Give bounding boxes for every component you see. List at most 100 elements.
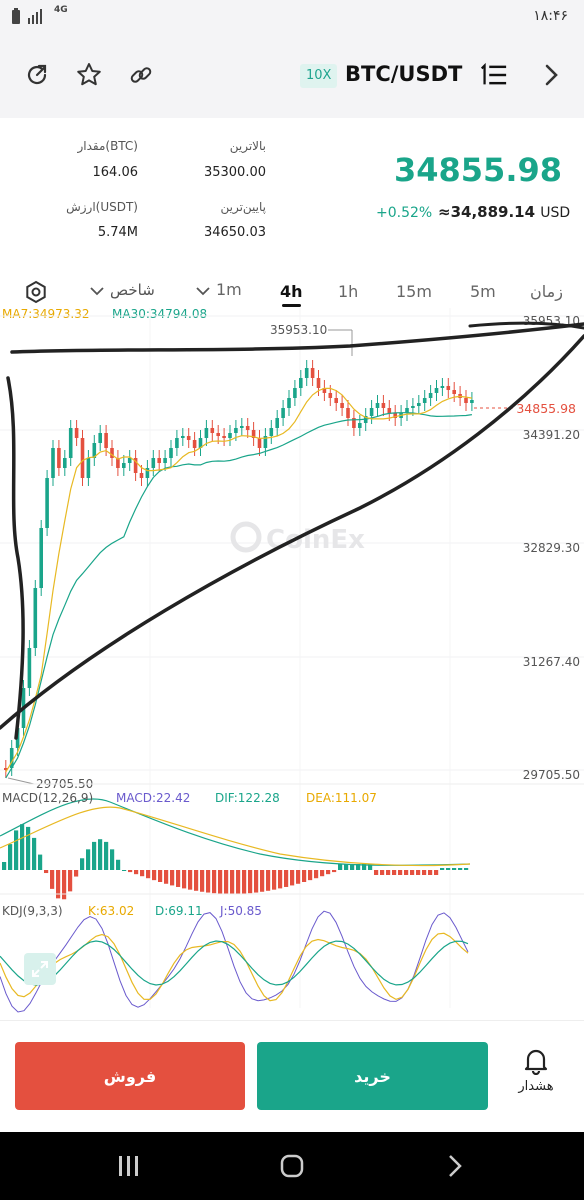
candle xyxy=(310,368,315,378)
dif-value: DIF:122.28 xyxy=(215,791,280,805)
tab-time[interactable]: زمان xyxy=(530,282,563,301)
macd-bar xyxy=(32,837,37,870)
candle xyxy=(228,433,232,438)
buy-button[interactable]: خرید xyxy=(257,1042,488,1110)
axis-price-5: 29705.50 xyxy=(523,768,580,782)
trading-pair-title[interactable]: BTC/USDT xyxy=(345,62,463,86)
clock: ۱۸:۴۶ xyxy=(533,8,568,24)
macd-bar xyxy=(68,870,73,892)
star-icon[interactable] xyxy=(74,60,104,90)
candle xyxy=(163,458,167,463)
tab-5m[interactable]: 5m xyxy=(470,282,496,301)
macd-bar xyxy=(272,870,277,890)
candle xyxy=(86,458,91,478)
indicator-label: شاخص xyxy=(110,281,155,299)
alarm-label: هشدار xyxy=(518,1079,554,1094)
macd-bar xyxy=(248,870,253,894)
macd-bar xyxy=(62,870,67,900)
macd-bar xyxy=(200,870,205,892)
candle xyxy=(299,378,303,388)
back-icon[interactable] xyxy=(446,1154,464,1178)
candle xyxy=(411,406,415,408)
ma7-line xyxy=(5,387,473,773)
candle xyxy=(9,748,14,768)
sell-button[interactable]: فروش xyxy=(15,1042,245,1110)
macd-bar xyxy=(26,826,31,870)
ticker-panel: مقدار(BTC) 164.06 بالاترین 35300.00 ارزش… xyxy=(0,118,584,268)
candle xyxy=(204,428,209,438)
macd-bar xyxy=(338,864,343,870)
macd-bar xyxy=(38,854,43,870)
alarm-button[interactable]: هشدار xyxy=(510,1047,562,1094)
macd-bar xyxy=(182,870,187,889)
macd-bar xyxy=(8,844,13,870)
low-value: 34650.03 xyxy=(203,225,266,240)
dif-line xyxy=(0,798,471,867)
macd-bar xyxy=(206,870,211,893)
candle xyxy=(375,403,380,408)
candle xyxy=(98,433,102,443)
candle xyxy=(446,386,451,390)
ma30-value: MA30:34794.08 xyxy=(112,307,208,321)
high-value: 35300.00 xyxy=(203,165,266,180)
macd-bar xyxy=(50,870,55,889)
axis-price-3: 32829.30 xyxy=(523,541,580,555)
candle xyxy=(352,418,356,428)
fullscreen-button[interactable] xyxy=(24,953,56,985)
candle xyxy=(127,458,132,463)
candle xyxy=(63,458,67,468)
candle xyxy=(33,588,38,648)
tab-15m[interactable]: 15m xyxy=(396,282,432,301)
usd-price: ≈34,889.14 USD xyxy=(438,203,570,221)
macd-bar xyxy=(344,864,349,870)
macd-bar xyxy=(458,868,463,870)
usd-unit: USD xyxy=(540,205,571,221)
macd-bar xyxy=(350,864,355,870)
candle xyxy=(57,448,61,468)
macd-bar xyxy=(128,870,133,873)
candle xyxy=(340,403,344,408)
tab-4h[interactable]: 4h xyxy=(280,282,303,307)
timeframe-more-dropdown[interactable]: 1m xyxy=(196,280,246,304)
candlesticks xyxy=(4,360,474,778)
macd-bar xyxy=(194,870,199,891)
macd-bar xyxy=(176,870,181,887)
high-marker: 35953.10 xyxy=(270,323,327,337)
macd-bar xyxy=(302,870,307,882)
candle xyxy=(452,390,456,394)
macd-bar xyxy=(122,870,127,871)
pair-list-icon[interactable] xyxy=(478,60,508,90)
candle xyxy=(222,436,226,438)
macd-bar xyxy=(254,870,259,893)
link-icon[interactable] xyxy=(126,60,156,90)
drawn-lower-trendline xyxy=(0,334,584,730)
candle xyxy=(464,398,468,403)
macd-bar xyxy=(134,870,139,875)
price-chart[interactable]: CoinEx 35953.10 34391.20 32829.30 31267.… xyxy=(0,308,584,1020)
macd-bar xyxy=(242,870,247,894)
macd-bar xyxy=(158,870,163,882)
macd-bar xyxy=(14,830,19,870)
home-icon[interactable] xyxy=(280,1154,304,1178)
candle xyxy=(346,408,350,418)
candle xyxy=(275,418,279,428)
share-icon[interactable] xyxy=(22,60,52,90)
candle xyxy=(92,443,97,458)
macd-bar xyxy=(92,841,97,870)
candle xyxy=(80,438,85,478)
candle xyxy=(369,408,374,416)
chevron-right-icon[interactable] xyxy=(536,60,566,90)
settings-icon[interactable] xyxy=(24,280,48,308)
macd-bar xyxy=(422,870,427,875)
macd-bar xyxy=(440,868,445,870)
bell-icon xyxy=(524,1049,548,1076)
indicator-dropdown[interactable]: شاخص xyxy=(90,280,160,304)
top-navigation: 10X BTC/USDT xyxy=(0,34,584,118)
macd-bar xyxy=(446,868,451,870)
network-type: 4G xyxy=(54,5,68,15)
recent-apps-icon[interactable] xyxy=(118,1154,140,1178)
tab-1h[interactable]: 1h xyxy=(338,282,359,301)
candle xyxy=(151,458,156,468)
macd-bar xyxy=(98,839,103,870)
candle xyxy=(74,428,79,438)
